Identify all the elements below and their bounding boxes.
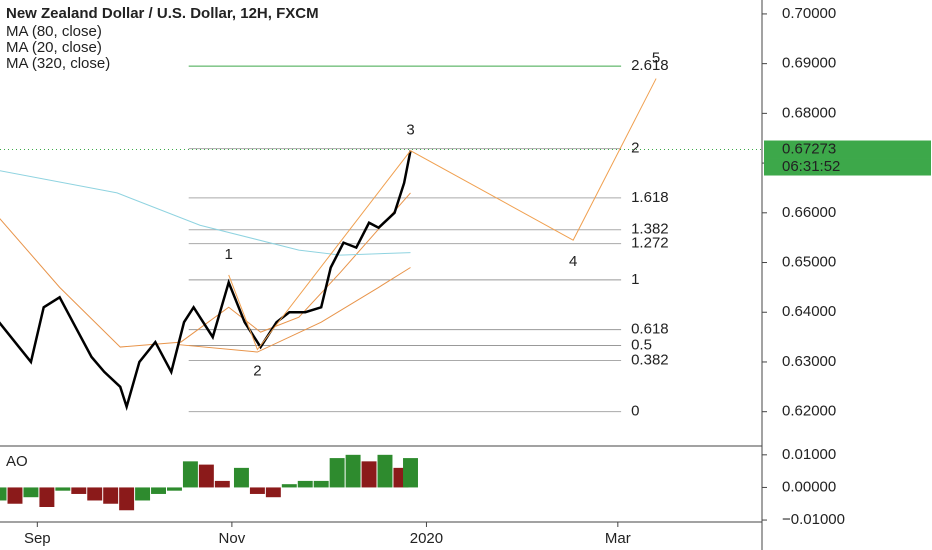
ao-bar (249, 487, 265, 494)
ao-bar (119, 487, 135, 511)
y-tick-label: 0.66000 (782, 204, 836, 221)
ao-bar (281, 484, 297, 488)
ao-bar (345, 454, 361, 488)
ao-bar (103, 487, 119, 504)
fib-label: 0 (631, 403, 639, 420)
y-tick-label: 0.65000 (782, 253, 836, 270)
ao-bar (151, 487, 166, 494)
last-price-label: 0.67273 (782, 140, 836, 157)
ao-bar (313, 480, 329, 488)
chart-title: New Zealand Dollar / U.S. Dollar, 12H, F… (6, 5, 319, 22)
fib-label: 1.618 (631, 189, 669, 206)
wave-path (228, 78, 657, 351)
ao-title: AO (6, 453, 28, 470)
ao-bar (55, 487, 71, 491)
countdown-box (764, 158, 931, 176)
y-tick-label: 0.64000 (782, 303, 836, 320)
y-tick-label: −0.01000 (782, 511, 845, 528)
fib-label: 1.382 (631, 221, 669, 238)
wave-label: 3 (406, 122, 414, 139)
ao-bar (71, 487, 87, 494)
ao-bar (7, 487, 23, 504)
ao-bar (403, 458, 418, 488)
last-price-box (764, 140, 931, 159)
wave-label: 2 (253, 363, 261, 380)
ao-bar (166, 487, 182, 491)
y-tick-label: 0.00000 (782, 478, 836, 495)
y-tick-label: 0.63000 (782, 353, 836, 370)
fib-label: 2.618 (631, 57, 669, 74)
y-tick-label: 0.62000 (782, 403, 836, 420)
ao-bar (233, 467, 249, 488)
wave-label: 4 (569, 253, 577, 270)
price-line (0, 150, 412, 412)
moving-average (0, 170, 411, 256)
ao-bar (198, 464, 214, 488)
ao-bar (39, 487, 55, 507)
wave-label: 5 (652, 50, 660, 67)
y-tick-label: 0.68000 (782, 104, 836, 121)
indicator-legend: MA (20, close) (6, 39, 102, 56)
ao-bar (87, 487, 103, 501)
ao-bar (135, 487, 151, 501)
fib-label: 0.382 (631, 351, 669, 368)
indicator-legend: MA (80, close) (6, 23, 102, 40)
countdown-label: 06:31:52 (782, 158, 840, 175)
fib-label: 1.272 (631, 235, 669, 252)
ao-bar (329, 458, 345, 488)
ao-bar (377, 454, 393, 488)
ao-bar (182, 461, 198, 488)
x-tick-label: Sep (24, 530, 51, 547)
ao-bar (265, 487, 281, 498)
ao-bar (297, 480, 313, 488)
y-tick-label: 0.01000 (782, 446, 836, 463)
x-tick-label: Mar (605, 530, 631, 547)
wave-label: 1 (225, 246, 233, 263)
y-tick-label: 0.69000 (782, 55, 836, 72)
y-tick-label: 0.70000 (782, 5, 836, 22)
ao-bar (0, 487, 7, 501)
fib-label: 0.5 (631, 337, 652, 354)
fib-label: 1 (631, 271, 639, 288)
fib-label: 2 (631, 140, 639, 157)
ao-bar (214, 480, 230, 488)
moving-average (177, 267, 411, 353)
x-tick-label: Nov (219, 530, 246, 547)
fib-label: 0.618 (631, 321, 669, 338)
x-tick-label: 2020 (410, 530, 443, 547)
ao-bar (361, 461, 377, 488)
ao-bar (23, 487, 39, 498)
indicator-legend: MA (320, close) (6, 55, 110, 72)
